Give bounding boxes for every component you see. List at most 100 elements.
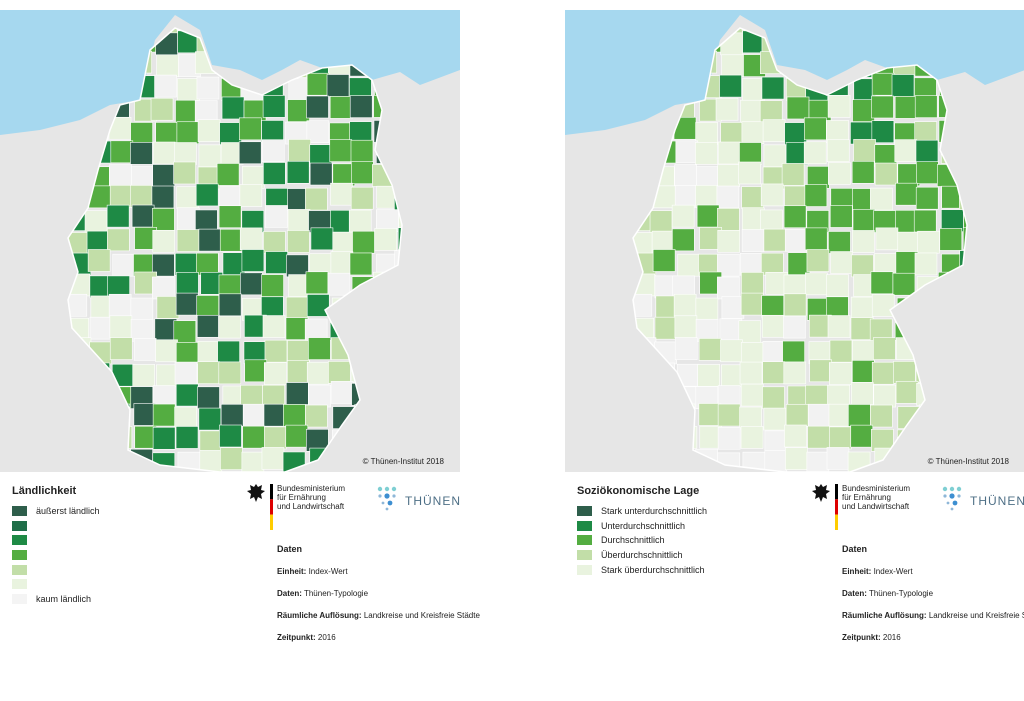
district — [305, 404, 328, 428]
legend-swatch — [12, 535, 27, 546]
district — [829, 426, 852, 450]
district — [891, 74, 915, 97]
district — [894, 96, 918, 119]
district — [241, 451, 265, 472]
thuenen-logo: THÜNEN — [939, 484, 1024, 512]
district — [285, 296, 309, 320]
district — [916, 161, 939, 184]
district — [220, 403, 244, 427]
district — [917, 230, 940, 254]
district — [240, 272, 263, 296]
district — [804, 117, 827, 141]
district — [199, 430, 223, 454]
district — [263, 231, 286, 254]
district — [717, 403, 741, 427]
district — [873, 337, 896, 360]
district — [87, 249, 111, 272]
district — [914, 95, 938, 118]
district — [199, 450, 223, 472]
district — [219, 228, 243, 252]
district — [330, 182, 353, 206]
district — [305, 271, 329, 295]
district — [309, 162, 333, 186]
district — [783, 205, 807, 229]
district — [739, 252, 763, 276]
district — [633, 293, 653, 317]
district — [677, 253, 701, 277]
district — [805, 272, 828, 296]
data-source: Daten: Thünen-Typologie — [277, 589, 369, 598]
district — [717, 208, 740, 231]
germany-map-laendlichkeit — [0, 10, 460, 472]
district — [198, 228, 222, 252]
district — [895, 251, 919, 274]
district — [739, 142, 762, 165]
district — [738, 320, 762, 343]
legend-title: Soziökonomische Lage — [577, 485, 700, 497]
district — [828, 403, 852, 427]
district — [262, 95, 286, 118]
district — [196, 314, 220, 338]
district — [310, 227, 334, 251]
district — [738, 161, 761, 185]
district — [152, 276, 175, 300]
district — [219, 122, 242, 145]
district — [717, 426, 741, 450]
district — [784, 424, 807, 448]
district — [807, 425, 830, 449]
district — [174, 406, 197, 430]
district — [218, 293, 242, 317]
district — [741, 272, 764, 295]
district — [197, 386, 220, 410]
district — [826, 120, 849, 143]
ministry-name: Bundesministerium für Ernährung und Land… — [842, 484, 911, 511]
legend: äußerst ländlich kaum ländlich — [12, 504, 100, 606]
district — [783, 315, 806, 339]
district — [287, 230, 310, 253]
district — [132, 364, 156, 387]
country-border — [632, 27, 968, 472]
district — [175, 383, 199, 407]
district — [306, 294, 330, 317]
district — [308, 384, 332, 408]
district — [720, 339, 743, 363]
map-copyright: © Thünen-Institut 2018 — [927, 457, 1009, 466]
district — [649, 210, 673, 233]
district — [851, 160, 875, 184]
district — [871, 95, 894, 119]
district — [850, 296, 874, 320]
district — [672, 228, 695, 252]
district — [741, 186, 764, 209]
district — [895, 381, 919, 404]
district — [264, 339, 288, 363]
district — [130, 122, 153, 145]
district — [674, 164, 697, 187]
district — [152, 426, 176, 450]
district — [826, 274, 849, 297]
germany-map-soziooekonomische-lage — [565, 10, 1024, 472]
district — [784, 122, 807, 145]
district — [762, 119, 786, 142]
district — [829, 339, 853, 363]
district — [288, 139, 311, 162]
district — [219, 185, 242, 209]
district — [829, 205, 853, 228]
district — [285, 424, 309, 448]
district — [870, 187, 893, 211]
district — [939, 228, 963, 251]
district — [740, 99, 763, 123]
legend-item: kaum ländlich — [12, 592, 100, 607]
bmel-logo: Bundesministerium für Ernährung und Land… — [810, 482, 940, 532]
district — [349, 252, 373, 276]
district — [197, 361, 220, 384]
district — [349, 95, 373, 118]
legend-swatch — [12, 550, 27, 561]
district — [152, 141, 176, 165]
district — [853, 139, 876, 162]
legend-item: Unterdurchschnittlich — [577, 519, 707, 534]
district — [151, 185, 175, 209]
district — [263, 403, 287, 427]
district — [963, 210, 967, 234]
district — [762, 386, 785, 410]
district — [826, 139, 850, 163]
